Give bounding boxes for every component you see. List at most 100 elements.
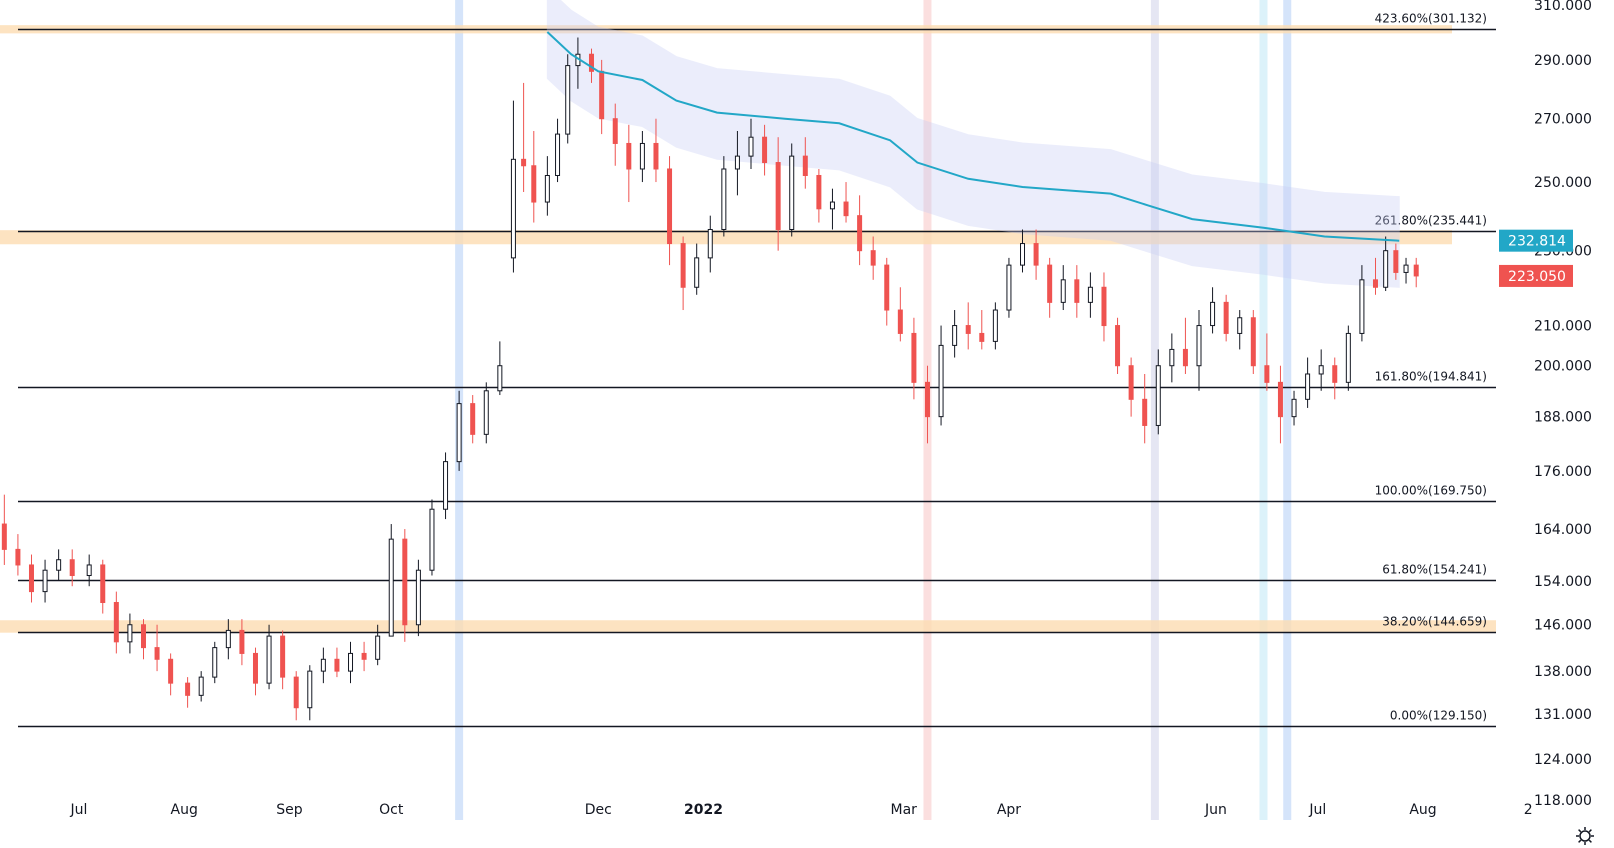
candle[interactable] (510, 100, 516, 273)
candle[interactable] (775, 137, 781, 251)
candle[interactable] (212, 641, 218, 684)
candle[interactable] (1169, 333, 1175, 383)
candle[interactable] (113, 591, 119, 654)
candle[interactable] (884, 257, 890, 326)
candle[interactable] (857, 195, 863, 266)
candle[interactable] (938, 325, 944, 426)
candle[interactable] (911, 317, 917, 400)
candle[interactable] (266, 624, 272, 690)
candle[interactable] (870, 236, 876, 280)
candle[interactable] (127, 613, 133, 654)
candle[interactable] (239, 619, 245, 666)
candle[interactable] (1291, 390, 1297, 426)
candle[interactable] (992, 302, 998, 350)
candle[interactable] (789, 143, 795, 237)
candle[interactable] (1, 494, 7, 565)
candle[interactable] (667, 156, 673, 266)
candle[interactable] (1264, 333, 1270, 391)
candle[interactable] (843, 182, 849, 223)
candle[interactable] (1115, 317, 1121, 374)
candle[interactable] (280, 630, 286, 690)
candle[interactable] (320, 647, 326, 684)
candle[interactable] (1413, 257, 1419, 288)
candle[interactable] (816, 168, 822, 223)
candle[interactable] (456, 390, 462, 471)
candle[interactable] (588, 48, 594, 83)
candle[interactable] (415, 559, 421, 637)
candle[interactable] (1359, 265, 1365, 342)
candle[interactable] (897, 287, 903, 342)
candle[interactable] (1345, 325, 1351, 391)
candle[interactable] (28, 554, 34, 603)
candle[interactable] (626, 124, 632, 203)
candle[interactable] (1223, 294, 1229, 342)
candle[interactable] (1006, 257, 1012, 318)
price-axis[interactable]: 310.000290.000270.000250.000230.000210.0… (1534, 0, 1592, 809)
candle[interactable] (470, 395, 476, 444)
candle[interactable] (1033, 229, 1039, 280)
candle[interactable] (979, 310, 985, 350)
candle[interactable] (531, 130, 537, 223)
candle[interactable] (1074, 265, 1080, 318)
candle[interactable] (1155, 349, 1161, 435)
candle[interactable] (375, 624, 381, 666)
candle[interactable] (56, 549, 62, 581)
candle[interactable] (1128, 357, 1134, 417)
candle[interactable] (307, 665, 313, 721)
candle[interactable] (86, 554, 92, 587)
ma-line[interactable] (546, 31, 1400, 242)
candle[interactable] (293, 671, 299, 721)
candle[interactable] (497, 341, 503, 396)
candle[interactable] (1403, 257, 1409, 284)
candle[interactable] (185, 677, 191, 708)
candle[interactable] (555, 118, 561, 183)
candle[interactable] (653, 118, 659, 183)
candle[interactable] (721, 156, 727, 237)
candle[interactable] (639, 130, 645, 183)
candle[interactable] (748, 118, 754, 169)
candle[interactable] (388, 524, 394, 637)
candle[interactable] (15, 534, 21, 576)
candle[interactable] (802, 137, 808, 189)
candle[interactable] (707, 215, 713, 273)
candle[interactable] (1182, 317, 1188, 374)
candle[interactable] (443, 452, 449, 520)
candle[interactable] (361, 641, 367, 672)
candle[interactable] (965, 302, 971, 350)
candle[interactable] (168, 653, 174, 696)
candle[interactable] (402, 529, 408, 642)
candle[interactable] (1372, 257, 1378, 295)
candle[interactable] (952, 310, 958, 358)
candle[interactable] (1318, 349, 1324, 391)
candle[interactable] (1101, 272, 1107, 342)
time-axis[interactable]: Jul Aug Sep Oct Dec 2022 Mar Apr Jun Jul Aug 2 (70, 802, 1533, 818)
candle[interactable] (924, 365, 930, 444)
candle[interactable] (762, 124, 768, 176)
candle[interactable] (734, 130, 740, 196)
candle[interactable] (483, 382, 489, 444)
candle[interactable] (154, 624, 160, 672)
candle[interactable] (225, 619, 231, 660)
candle[interactable] (1383, 236, 1389, 292)
candle[interactable] (1020, 229, 1026, 273)
candle[interactable] (42, 559, 48, 603)
candle[interactable] (1142, 373, 1148, 444)
candle[interactable] (334, 647, 340, 678)
candle[interactable] (694, 243, 700, 295)
candle[interactable] (100, 559, 106, 614)
candle[interactable] (1087, 272, 1093, 318)
candle[interactable] (680, 236, 686, 311)
candle[interactable] (140, 619, 146, 660)
candle[interactable] (348, 641, 354, 684)
candle[interactable] (1210, 287, 1216, 334)
candle[interactable] (1305, 357, 1311, 408)
candle[interactable] (829, 188, 835, 230)
candle[interactable] (544, 156, 550, 216)
settings-gear-icon[interactable] (1576, 827, 1594, 845)
candle[interactable] (1047, 257, 1053, 318)
candle[interactable] (198, 671, 204, 702)
candle[interactable] (1277, 365, 1283, 444)
candle[interactable] (565, 54, 571, 144)
candle[interactable] (612, 103, 618, 166)
